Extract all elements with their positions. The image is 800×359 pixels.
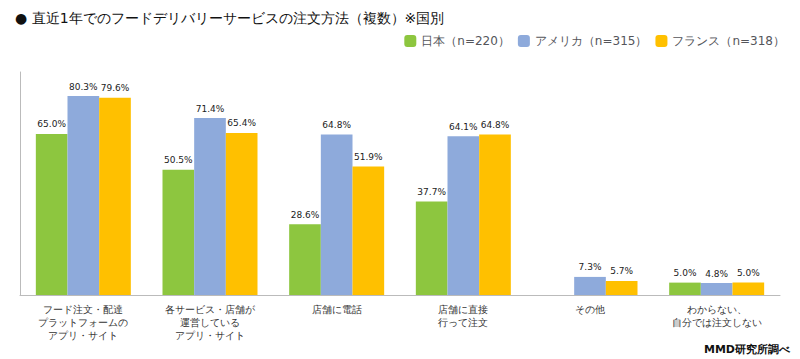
svg-text:79.6%: 79.6%: [101, 83, 130, 93]
svg-text:5.0%: 5.0%: [674, 268, 697, 278]
svg-text:店舗に直接: 店舗に直接: [438, 304, 488, 315]
svg-text:5.0%: 5.0%: [737, 268, 760, 278]
svg-text:フード注文・配達: フード注文・配達: [43, 304, 123, 315]
svg-text:28.6%: 28.6%: [291, 210, 320, 220]
svg-text:80.3%: 80.3%: [69, 82, 98, 92]
svg-text:7.3%: 7.3%: [579, 262, 602, 272]
svg-text:65.0%: 65.0%: [37, 119, 66, 129]
svg-text:その他: その他: [575, 304, 605, 315]
svg-text:5.7%: 5.7%: [610, 266, 633, 276]
svg-text:アプリ・サイト: アプリ・サイト: [175, 330, 245, 341]
svg-text:フランス（n=318）: フランス（n=318）: [672, 34, 785, 48]
svg-text:運営している: 運営している: [180, 317, 240, 328]
svg-text:4.8%: 4.8%: [705, 269, 728, 279]
svg-text:64.8%: 64.8%: [322, 120, 351, 130]
svg-text:50.5%: 50.5%: [164, 155, 193, 165]
svg-text:行って注文: 行って注文: [438, 317, 488, 328]
svg-text:71.4%: 71.4%: [196, 104, 225, 114]
svg-text:● 直近1年でのフードデリバリーサービスの注文方法（複数）※: ● 直近1年でのフードデリバリーサービスの注文方法（複数）※国別: [15, 10, 444, 26]
svg-text:51.9%: 51.9%: [354, 152, 383, 162]
svg-text:各サービス・店舗が: 各サービス・店舗が: [165, 304, 256, 315]
svg-text:64.8%: 64.8%: [481, 120, 510, 130]
svg-text:店舗に電話: 店舗に電話: [312, 304, 362, 315]
svg-text:MMD研究所調べ: MMD研究所調べ: [704, 343, 791, 356]
svg-text:プラットフォームの: プラットフォームの: [38, 317, 128, 328]
svg-text:アプリ・サイト: アプリ・サイト: [48, 330, 118, 341]
svg-text:アメリカ（n=315）: アメリカ（n=315）: [535, 34, 648, 48]
svg-text:わからない、: わからない、: [687, 304, 747, 315]
svg-text:37.7%: 37.7%: [417, 187, 446, 197]
svg-text:64.1%: 64.1%: [449, 122, 478, 132]
svg-text:日本（n=220）: 日本（n=220）: [421, 34, 510, 48]
svg-text:自分では注文しない: 自分では注文しない: [672, 317, 762, 328]
svg-text:65.4%: 65.4%: [227, 118, 256, 128]
